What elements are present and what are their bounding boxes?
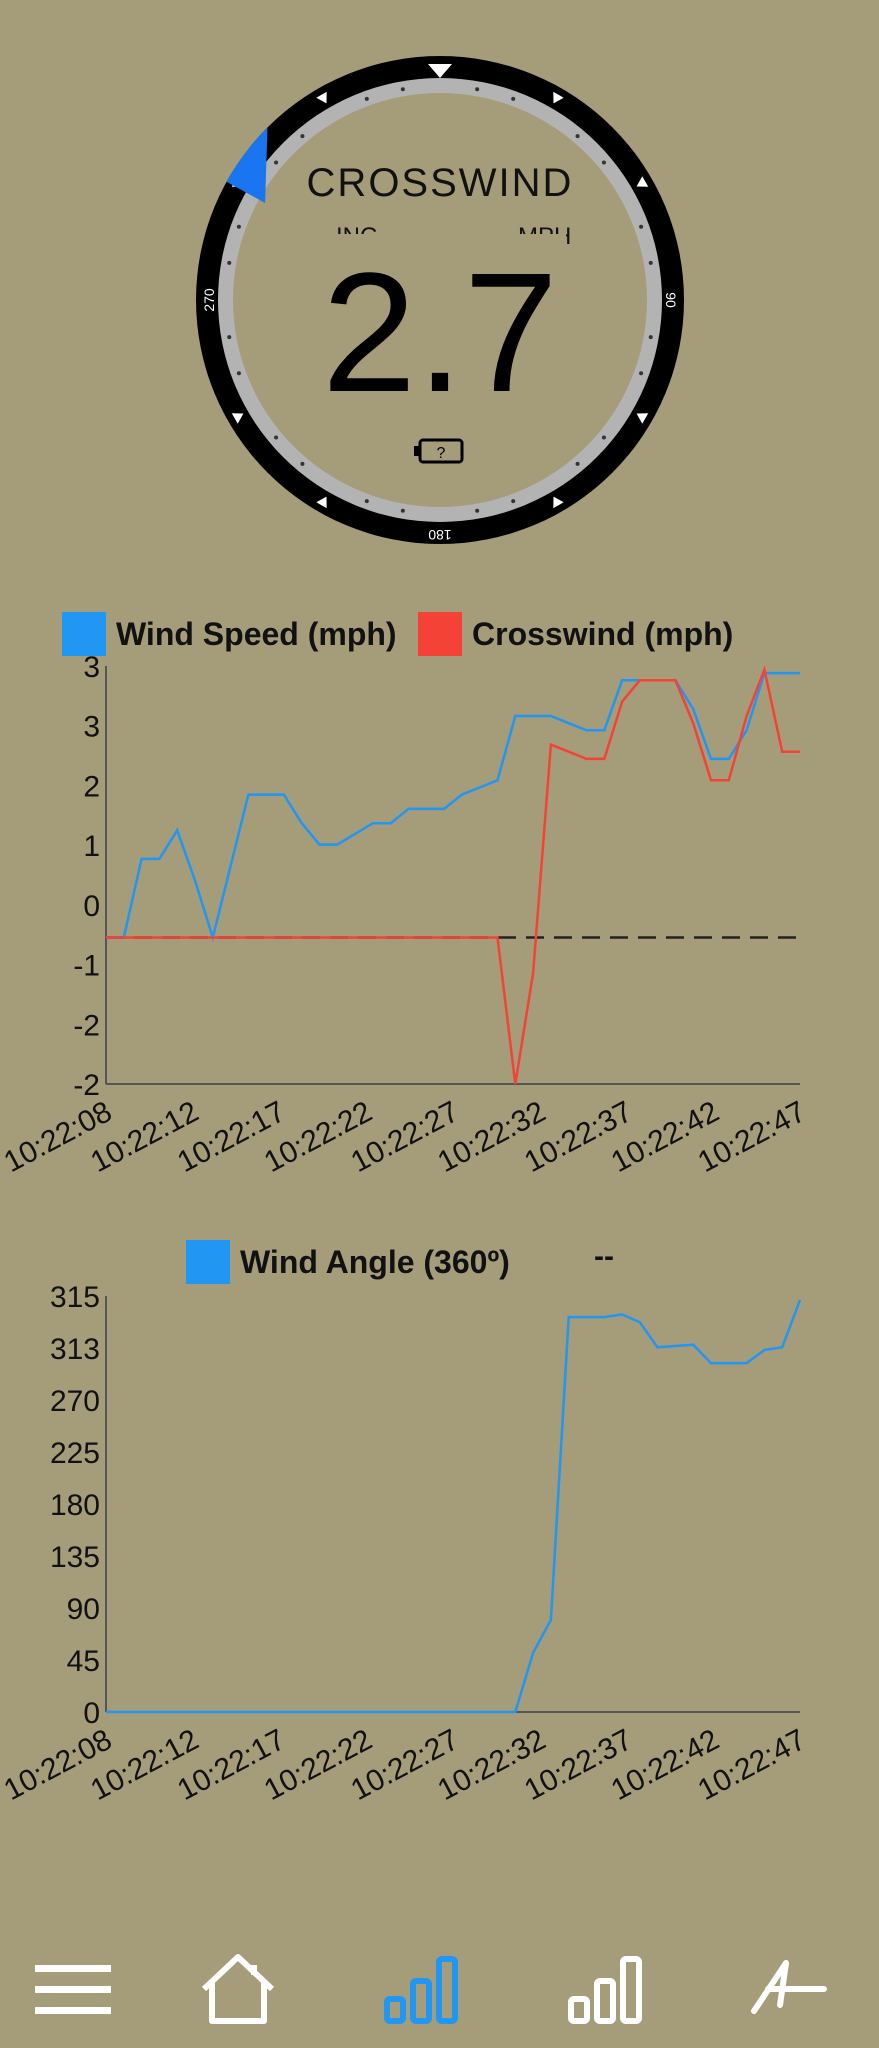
bezel-dot bbox=[364, 499, 369, 504]
bearing-90-label: 90 bbox=[663, 292, 679, 308]
wind-angle-current-value: -- bbox=[594, 1240, 614, 1273]
series-line bbox=[106, 665, 800, 1085]
legend-label: Crosswind (mph) bbox=[472, 615, 734, 652]
brand-button[interactable] bbox=[736, 1930, 846, 2048]
y-tick-label: 90 bbox=[67, 1593, 100, 1626]
bezel-dot bbox=[227, 335, 232, 340]
y-tick-label: 135 bbox=[50, 1541, 100, 1574]
north-marker-icon bbox=[428, 64, 452, 78]
bezel-tick-icon bbox=[553, 496, 564, 509]
bezel-dot bbox=[639, 224, 644, 229]
bezel-dot bbox=[236, 224, 241, 229]
bearing-180-label: 180 bbox=[428, 527, 452, 543]
bezel-dot bbox=[227, 260, 232, 265]
y-tick-label: -2 bbox=[73, 1009, 100, 1042]
bezel-dot bbox=[475, 508, 480, 513]
bezel-tick-icon bbox=[316, 496, 327, 509]
wind-angle-chart: Wind Angle (360º) -- 0 45 90 135 180 225 270 31… bbox=[0, 1228, 879, 1828]
y-tick-label: 225 bbox=[50, 1437, 100, 1470]
bezel-dot bbox=[639, 371, 644, 376]
crosswind-gauge: CROSSWIND INC MPH 2.7 ? 90 180 270 bbox=[196, 56, 684, 544]
y-tick-label: 3 bbox=[83, 711, 100, 744]
bezel-dot bbox=[601, 435, 606, 440]
bezel-dot bbox=[511, 96, 516, 101]
wind-speed-chart: Wind Speed (mph) Crosswind (mph) -2 -2 -1 0… bbox=[0, 600, 879, 1180]
gauge-title: CROSSWIND bbox=[307, 161, 574, 205]
bezel-dot bbox=[400, 87, 405, 92]
wind-wedge-mark bbox=[226, 127, 268, 204]
y-tick-label: 180 bbox=[50, 1489, 100, 1522]
legend-item-wind-angle: Wind Angle (360º) bbox=[186, 1240, 510, 1284]
charts-tab[interactable] bbox=[552, 1930, 662, 2048]
bezel-tick-icon bbox=[553, 91, 564, 104]
y-tick-label: 315 bbox=[50, 1281, 100, 1314]
chart-plot: -2-2-10123310:22:0810:22:1210:22:1710:22… bbox=[0, 651, 811, 1179]
bezel-dot bbox=[236, 371, 241, 376]
charts-tab-active[interactable] bbox=[368, 1930, 478, 2048]
bezel-dot bbox=[400, 508, 405, 513]
y-tick-label: 2 bbox=[83, 770, 100, 803]
y-tick-label: 3 bbox=[83, 651, 100, 684]
legend-label: Wind Speed (mph) bbox=[116, 615, 397, 652]
bottom-nav bbox=[0, 1930, 879, 2048]
home-button[interactable] bbox=[183, 1930, 293, 2048]
gauge-face bbox=[233, 93, 647, 507]
wind-direction-indicator bbox=[226, 127, 268, 204]
y-tick-label: -1 bbox=[73, 950, 100, 983]
bezel-dot bbox=[274, 435, 279, 440]
bezel-dot bbox=[648, 335, 653, 340]
legend-swatch bbox=[418, 612, 462, 656]
battery-icon: ? bbox=[414, 438, 464, 464]
home-icon bbox=[201, 1954, 275, 2024]
gauge-svg: CROSSWIND INC MPH 2.7 ? 90 180 270 bbox=[196, 56, 684, 544]
bar-chart-icon bbox=[384, 1956, 458, 2024]
bezel-dot bbox=[475, 87, 480, 92]
legend-swatch bbox=[186, 1240, 230, 1284]
menu-button[interactable] bbox=[18, 1930, 128, 2048]
legend-item-crosswind: Crosswind (mph) bbox=[418, 612, 733, 656]
legend-item-wind-speed: Wind Speed (mph) bbox=[62, 612, 397, 656]
bearing-270-label: 270 bbox=[201, 288, 217, 312]
gauge-value: 2.7 bbox=[322, 238, 558, 428]
brand-logo-icon bbox=[751, 1960, 827, 2014]
y-tick-label: 0 bbox=[83, 890, 100, 923]
y-tick-label: 0 bbox=[83, 1697, 100, 1730]
bezel-tick-icon bbox=[231, 413, 244, 424]
y-tick-label: 1 bbox=[83, 830, 100, 863]
series-line bbox=[106, 671, 800, 943]
y-tick-label: -2 bbox=[73, 1069, 100, 1102]
bezel-dot bbox=[274, 160, 279, 165]
battery-label: ? bbox=[437, 445, 446, 462]
y-tick-label: 313 bbox=[50, 1333, 100, 1366]
bezel-dot bbox=[511, 499, 516, 504]
bezel-tick-icon bbox=[636, 176, 649, 187]
bezel-dot bbox=[364, 96, 369, 101]
bezel-dot bbox=[300, 461, 305, 466]
y-tick-label: 270 bbox=[50, 1385, 100, 1418]
bezel-dot bbox=[648, 260, 653, 265]
unit-row: INC MPH bbox=[316, 223, 571, 250]
bezel-dot bbox=[601, 160, 606, 165]
bezel-dot bbox=[575, 461, 580, 466]
bezel-tick-icon bbox=[316, 91, 327, 104]
y-tick-label: 45 bbox=[67, 1645, 100, 1678]
bezel-tick-icon bbox=[636, 413, 649, 424]
bezel-dot bbox=[300, 134, 305, 139]
menu-icon bbox=[35, 1965, 111, 2014]
chart-plot: 0459013518022527031331510:22:0810:22:121… bbox=[0, 1281, 811, 1807]
bar-chart-icon bbox=[568, 1956, 642, 2024]
legend-label: Wind Angle (360º) bbox=[240, 1243, 510, 1280]
legend-swatch bbox=[62, 612, 106, 656]
series-line bbox=[106, 1299, 802, 1714]
bezel-dot bbox=[575, 134, 580, 139]
unit-row-mask bbox=[316, 234, 566, 248]
